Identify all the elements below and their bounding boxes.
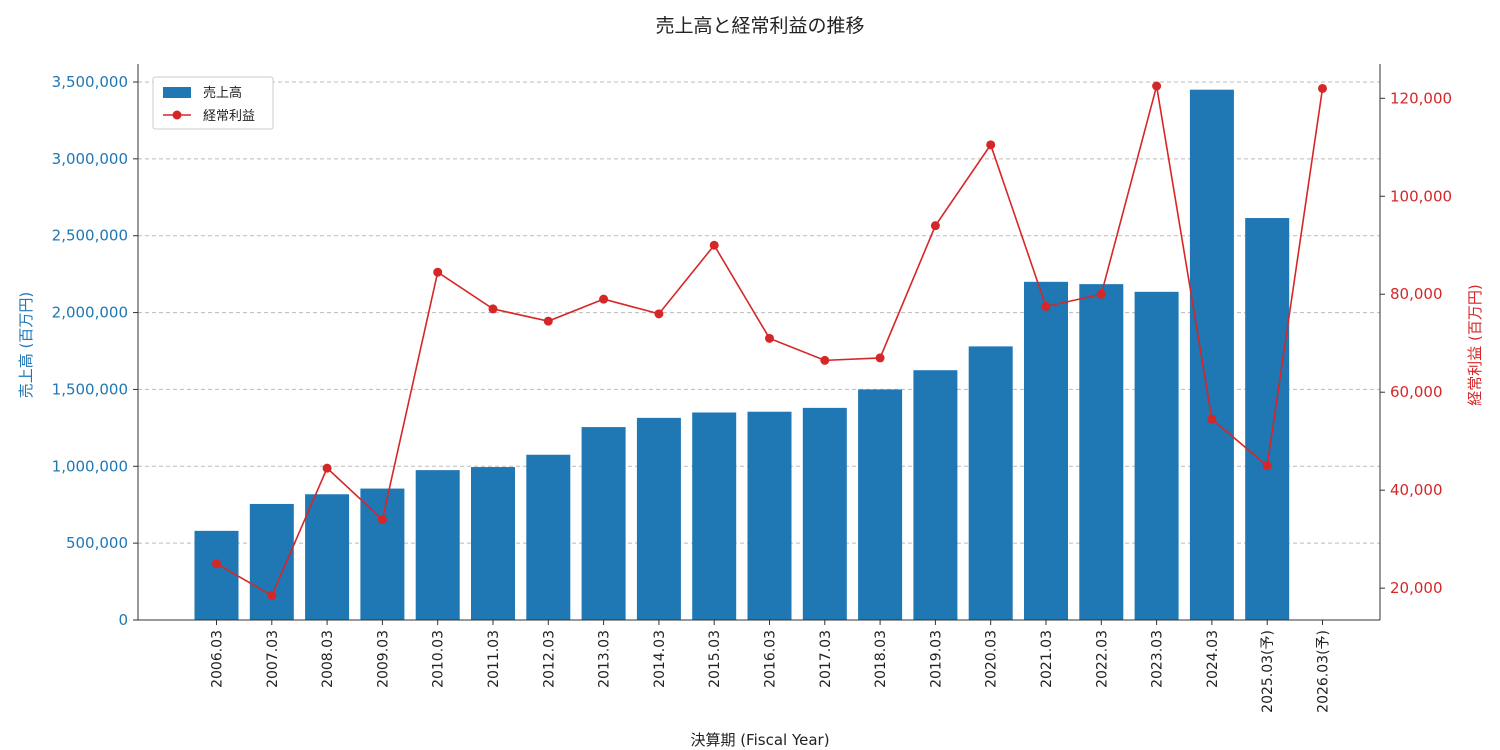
x-tick-label: 2014.03 bbox=[652, 630, 668, 688]
bar-2008.03 bbox=[305, 494, 350, 620]
left-y-ticks: 0 500,000 1,000,000 1,500,000 2,000,000 2,500… bbox=[52, 73, 138, 629]
legend-label-sales: 売上高 bbox=[203, 85, 242, 101]
left-tick-label: 3,500,000 bbox=[52, 73, 128, 91]
bar-2021.03 bbox=[1024, 281, 1068, 620]
bar-2013.03 bbox=[581, 427, 626, 620]
x-tick-label: 2016.03 bbox=[763, 630, 779, 688]
right-tick-label: 20,000 bbox=[1390, 579, 1443, 597]
bar-2011.03 bbox=[471, 467, 515, 620]
axes bbox=[137, 64, 1381, 621]
x-tick-label: 2025.03(予) bbox=[1260, 630, 1276, 713]
profit-point-2021.03 bbox=[1041, 301, 1051, 311]
profit-point-2015.03 bbox=[709, 240, 719, 250]
profit-point-2019.03 bbox=[930, 221, 940, 231]
x-tick-label: 2013.03 bbox=[597, 630, 613, 688]
legend-swatch-sales bbox=[163, 87, 191, 98]
left-tick-label: 0 bbox=[118, 611, 128, 629]
right-tick-label: 60,000 bbox=[1390, 383, 1443, 401]
profit-point-2016.03 bbox=[765, 333, 774, 343]
profit-point-2022.03 bbox=[1096, 289, 1106, 299]
bar-2019.03 bbox=[913, 370, 958, 620]
profit-point-2010.03 bbox=[433, 267, 443, 277]
profit-point-2026.03(予) bbox=[1318, 83, 1327, 93]
x-tick-label: 2010.03 bbox=[431, 630, 447, 688]
x-tick-label: 2011.03 bbox=[486, 630, 502, 688]
profit-point-2013.03 bbox=[599, 294, 609, 304]
profit-point-2018.03 bbox=[875, 353, 885, 363]
bar-2023.03 bbox=[1134, 291, 1179, 620]
left-tick-label: 2,000,000 bbox=[52, 304, 128, 322]
right-tick-label: 100,000 bbox=[1390, 187, 1452, 205]
x-tick-label: 2009.03 bbox=[375, 630, 391, 688]
profit-point-2017.03 bbox=[820, 355, 830, 365]
bar-2015.03 bbox=[692, 412, 737, 620]
y-axis-label-left: 売上高 (百万円) bbox=[17, 292, 35, 398]
profit-point-2007.03 bbox=[267, 591, 277, 601]
profit-point-2008.03 bbox=[322, 463, 332, 473]
legend-label-profit: 経常利益 bbox=[203, 109, 255, 124]
right-tick-label: 40,000 bbox=[1390, 481, 1443, 499]
bar-2006.03 bbox=[194, 530, 239, 620]
left-tick-label: 1,500,000 bbox=[52, 380, 128, 398]
bar-2025.03(予) bbox=[1245, 218, 1290, 620]
bar-2018.03 bbox=[858, 389, 903, 620]
x-tick-label: 2018.03 bbox=[873, 630, 889, 688]
legend: 売上高 経常利益 bbox=[152, 76, 274, 130]
left-tick-label: 2,500,000 bbox=[52, 227, 128, 245]
x-tick-label: 2015.03 bbox=[707, 630, 723, 688]
bar-2016.03 bbox=[747, 411, 792, 620]
left-tick-label: 3,000,000 bbox=[52, 150, 128, 168]
profit-point-2012.03 bbox=[543, 316, 553, 326]
right-tick-label: 120,000 bbox=[1390, 89, 1452, 107]
x-tick-label: 2017.03 bbox=[818, 630, 834, 688]
x-tick-label: 2007.03 bbox=[265, 630, 281, 688]
profit-point-2020.03 bbox=[986, 140, 996, 150]
bar-2020.03 bbox=[968, 346, 1013, 620]
bar-2012.03 bbox=[526, 454, 571, 620]
profit-point-2006.03 bbox=[212, 559, 221, 569]
x-tick-label: 2022.03 bbox=[1094, 630, 1110, 688]
bar-2017.03 bbox=[802, 407, 847, 620]
profit-point-2011.03 bbox=[488, 304, 498, 314]
bar-series-sales bbox=[194, 89, 1290, 620]
left-tick-label: 500,000 bbox=[66, 534, 128, 552]
right-tick-label: 80,000 bbox=[1390, 285, 1443, 303]
x-ticks: 2006.03 2007.03 2008.03 2009.03 2010.03 2011.… bbox=[210, 620, 1332, 713]
bar-2024.03 bbox=[1189, 89, 1234, 620]
x-tick-label: 2021.03 bbox=[1039, 630, 1055, 688]
legend-marker-profit bbox=[172, 110, 182, 120]
x-tick-label: 2024.03 bbox=[1205, 630, 1221, 688]
bar-2022.03 bbox=[1079, 284, 1124, 620]
profit-point-2009.03 bbox=[377, 515, 387, 525]
line-series-ordinary-profit bbox=[212, 81, 1327, 601]
x-tick-label: 2026.03(予) bbox=[1316, 630, 1332, 713]
profit-point-2014.03 bbox=[654, 309, 664, 319]
x-tick-label: 2020.03 bbox=[984, 630, 1000, 688]
y-axis-label-right: 経常利益 (百万円) bbox=[1466, 284, 1484, 405]
chart-title: 売上高と経常利益の推移 bbox=[655, 15, 864, 37]
x-tick-label: 2019.03 bbox=[928, 630, 944, 688]
x-axis-label: 決算期 (Fiscal Year) bbox=[690, 731, 829, 749]
left-tick-label: 1,000,000 bbox=[52, 457, 128, 475]
profit-point-2023.03 bbox=[1152, 81, 1162, 91]
right-y-ticks: 20,000 40,000 60,000 80,000 100,000 120,000 bbox=[1380, 89, 1452, 597]
profit-point-2024.03 bbox=[1207, 414, 1217, 424]
x-tick-label: 2006.03 bbox=[210, 630, 226, 688]
bar-2014.03 bbox=[636, 417, 681, 620]
x-tick-label: 2023.03 bbox=[1150, 630, 1166, 688]
bar-2010.03 bbox=[415, 470, 460, 620]
profit-point-2025.03(予) bbox=[1262, 461, 1272, 471]
bar-2009.03 bbox=[360, 488, 405, 620]
x-tick-label: 2012.03 bbox=[541, 630, 557, 688]
x-tick-label: 2008.03 bbox=[320, 630, 336, 688]
